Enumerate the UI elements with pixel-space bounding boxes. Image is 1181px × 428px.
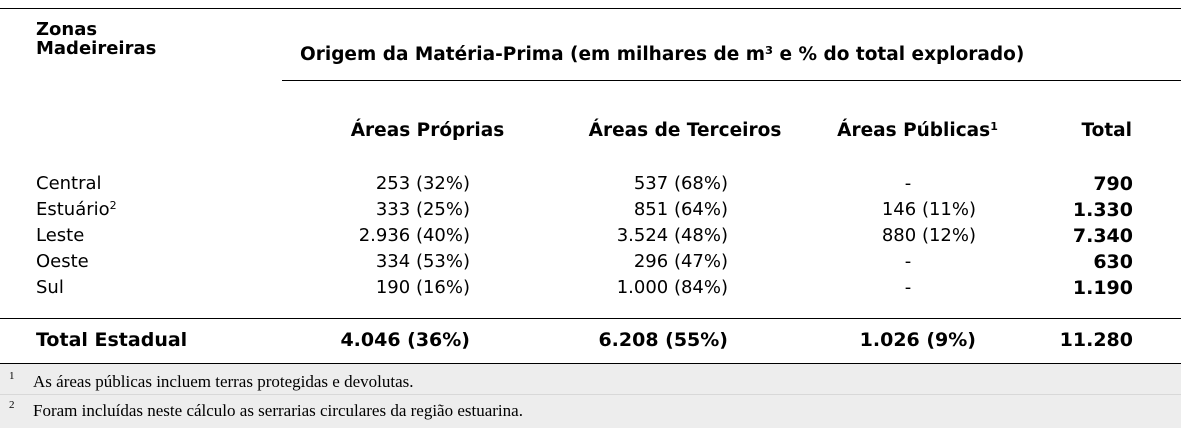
row-zona-label: Sul [36,277,64,298]
col-header-terceiros: Áreas de Terceiros [588,120,782,141]
row-proprias: 334 (53%) [375,251,470,272]
row-zona: Leste [36,226,84,246]
row-zona-label: Central [36,173,102,194]
footnote-2-text: Foram incluídas neste cálculo as serrari… [33,401,523,420]
row-total: 1.190 [1072,277,1133,299]
row-zona: Central [36,174,102,194]
footnote-1-mark: 1 [9,370,15,382]
row-zona-label: Leste [36,225,85,246]
zonas-header-line2: Madeireiras [36,38,157,59]
row-zona: Oeste [36,252,89,272]
row-proprias: 190 (16%) [375,277,470,298]
total-terceiros: 6.208 (55%) [598,329,728,351]
row-zona: Estuário2 [36,200,117,220]
row-total: 630 [1093,251,1133,273]
row-zona-footnote-mark: 2 [109,199,117,212]
row-publicas: - [904,277,912,298]
row-total: 790 [1093,173,1133,195]
row-zona-label: Oeste [36,251,89,272]
row-terceiros: 851 (64%) [633,199,728,220]
zonas-header: Zonas Madeireiras [36,20,156,58]
row-proprias: 253 (32%) [375,173,470,194]
row-terceiros: 3.524 (48%) [616,225,728,246]
top-rule [0,8,1181,9]
row-publicas: 146 (11%) [881,199,976,220]
row-terceiros: 1.000 (84%) [616,277,728,298]
col-header-total: Total [1081,120,1132,141]
origem-rule [282,80,1181,81]
total-label: Total Estadual [36,329,188,351]
total-publicas: 1.026 (9%) [859,329,976,351]
total-proprias: 4.046 (36%) [340,329,470,351]
total-top-rule [0,318,1181,319]
total-bottom-rule [0,363,1181,364]
total-total: 11.280 [1059,329,1133,351]
zonas-header-line1: Zonas [36,19,98,40]
col-header-publicas-footnote-mark: 1 [990,120,998,133]
footnote-divider [0,394,1181,395]
footnote-2-mark: 2 [9,399,15,411]
row-total: 1.330 [1072,199,1133,221]
row-total: 7.340 [1072,225,1133,247]
row-zona-label: Estuário [36,199,110,220]
row-terceiros: 537 (68%) [633,173,728,194]
row-publicas: - [904,173,912,194]
row-proprias: 333 (25%) [375,199,470,220]
col-header-proprias: Áreas Próprias [350,120,505,141]
footnote-1-text: As áreas públicas incluem terras protegi… [33,372,414,391]
col-header-publicas-label: Áreas Públicas [837,120,991,141]
col-header-publicas: Áreas Públicas1 [820,120,1015,141]
row-zona: Sul [36,278,64,298]
row-publicas: - [904,251,912,272]
origem-header: Origem da Matéria-Prima (em milhares de … [300,44,1025,65]
row-publicas: 880 (12%) [881,225,976,246]
row-proprias: 2.936 (40%) [358,225,470,246]
footnotes-area: 1 As áreas públicas incluem terras prote… [0,364,1181,428]
row-terceiros: 296 (47%) [633,251,728,272]
